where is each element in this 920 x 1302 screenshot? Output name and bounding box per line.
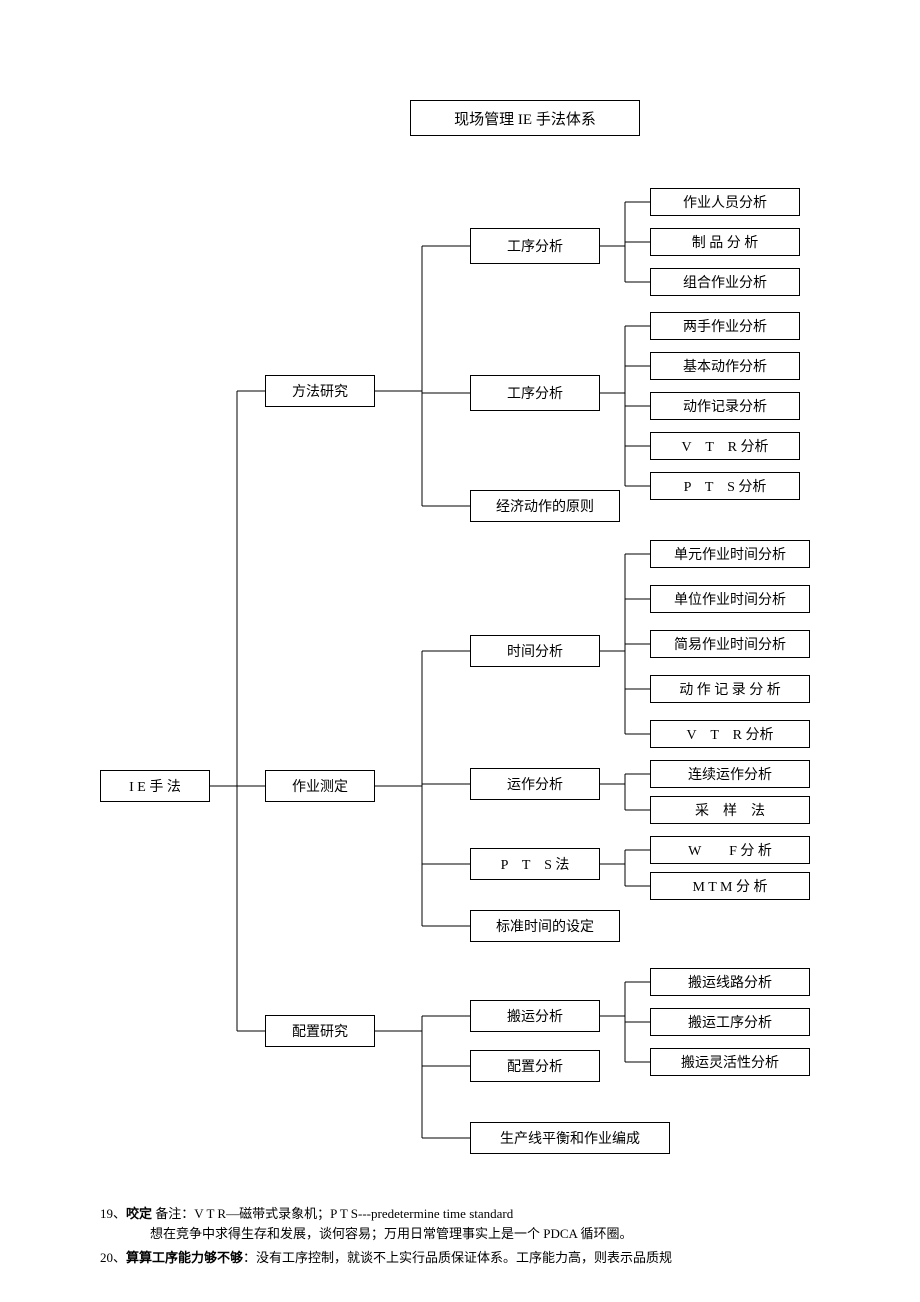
pts-method-node: P T S 法 [470, 848, 600, 880]
time-analysis-node: 时间分析 [470, 635, 600, 667]
layout-analysis-node: 配置分析 [470, 1050, 600, 1082]
standard-time-setting-node: 标准时间的设定 [470, 910, 620, 942]
simple-work-time-analysis-leaf: 简易作业时间分析 [650, 630, 810, 658]
vtr-analysis-1-leaf: V T R 分析 [650, 432, 800, 460]
motion-record-analysis-2-leaf: 动 作 记 录 分 析 [650, 675, 810, 703]
mtm-analysis-leaf: M T M 分 析 [650, 872, 810, 900]
basic-motion-analysis-leaf: 基本动作分析 [650, 352, 800, 380]
footnote-19-head: 咬定 [126, 1206, 152, 1221]
motion-record-analysis-leaf: 动作记录分析 [650, 392, 800, 420]
footnote-19-body: 备注：V T R—磁带式录象机；P T S---predetermine tim… [152, 1206, 513, 1221]
worker-analysis-leaf: 作业人员分析 [650, 188, 800, 216]
footnote-20-body: ：没有工序控制，就谈不上实行品质保证体系。工序能力高，则表示品质规 [243, 1250, 672, 1265]
footnote-20-head: 算算工序能力够不够 [126, 1250, 243, 1265]
process-analysis-1-node: 工序分析 [470, 228, 600, 264]
unit-time-analysis-leaf: 单位作业时间分析 [650, 585, 810, 613]
footnote-19: 19、咬定 备注：V T R—磁带式录象机；P T S---predetermi… [100, 1204, 513, 1225]
transport-analysis-node: 搬运分析 [470, 1000, 600, 1032]
unit-work-time-analysis-leaf: 单元作业时间分析 [650, 540, 810, 568]
continuous-op-analysis-leaf: 连续运作分析 [650, 760, 810, 788]
economy-principle-node: 经济动作的原则 [470, 490, 620, 522]
transport-route-analysis-leaf: 搬运线路分析 [650, 968, 810, 996]
title-node: 现场管理 IE 手法体系 [410, 100, 640, 136]
transport-process-analysis-leaf: 搬运工序分析 [650, 1008, 810, 1036]
footnote-19-cont: 想在竞争中求得生存和发展，谈何容易；万用日常管理事实上是一个 PDCA 循环圈。 [150, 1224, 632, 1245]
vtr-analysis-2-leaf: V T R 分析 [650, 720, 810, 748]
transport-flex-analysis-leaf: 搬运灵活性分析 [650, 1048, 810, 1076]
footnote-20: 20、算算工序能力够不够：没有工序控制，就谈不上实行品质保证体系。工序能力高，则… [100, 1248, 672, 1269]
layout-study-node: 配置研究 [265, 1015, 375, 1047]
footnote-20-num: 20、 [100, 1250, 126, 1265]
work-measurement-node: 作业测定 [265, 770, 375, 802]
pts-analysis-leaf: P T S 分析 [650, 472, 800, 500]
root-node: I E 手 法 [100, 770, 210, 802]
process-analysis-2-node: 工序分析 [470, 375, 600, 411]
line-balance-node: 生产线平衡和作业编成 [470, 1122, 670, 1154]
combined-work-analysis-leaf: 组合作业分析 [650, 268, 800, 296]
footnote-19-num: 19、 [100, 1206, 126, 1221]
sampling-method-leaf: 采 样 法 [650, 796, 810, 824]
two-hand-analysis-leaf: 两手作业分析 [650, 312, 800, 340]
wf-analysis-leaf: W F 分 析 [650, 836, 810, 864]
product-analysis-leaf: 制 品 分 析 [650, 228, 800, 256]
operation-analysis-node: 运作分析 [470, 768, 600, 800]
method-study-node: 方法研究 [265, 375, 375, 407]
